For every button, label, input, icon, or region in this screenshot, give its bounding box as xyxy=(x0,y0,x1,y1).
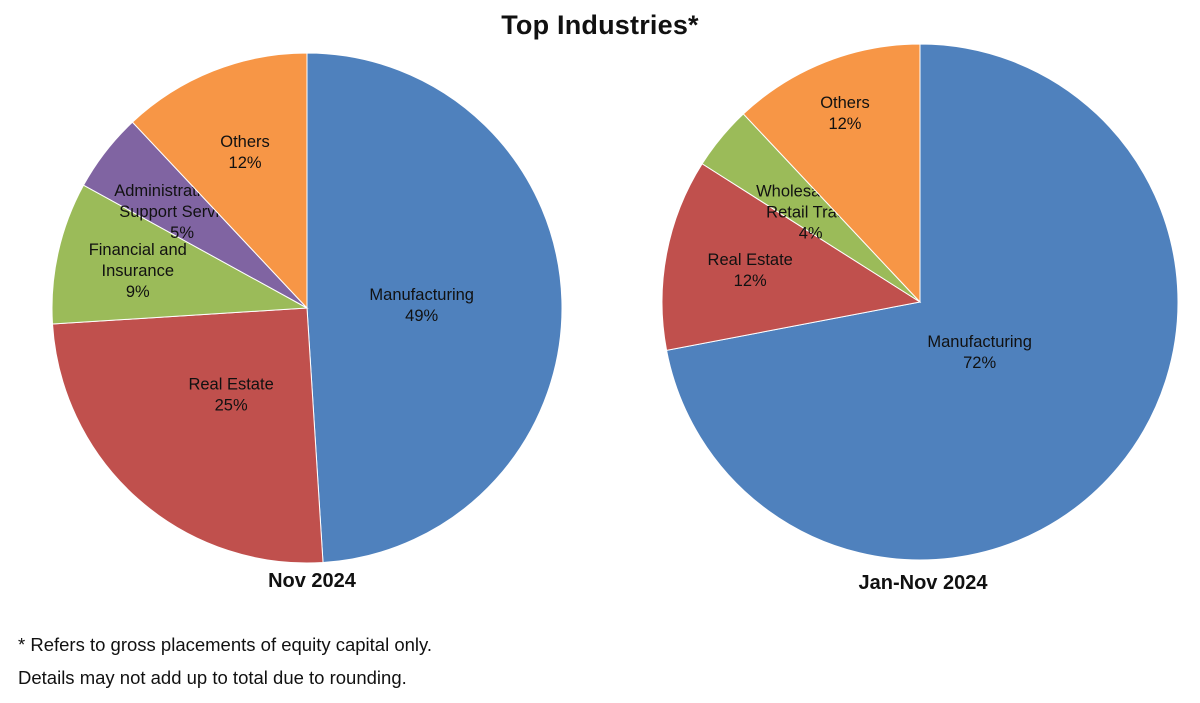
slice-label-manufacturing: Manufacturing 49% xyxy=(369,286,474,325)
footnote-equity: * Refers to gross placements of equity c… xyxy=(18,634,433,655)
pie-slice-manufacturing xyxy=(665,43,1179,561)
slice-label-real-estate: Real Estate 25% xyxy=(188,376,273,415)
pie-slice-manufacturing xyxy=(306,52,563,564)
chart-title: Top Industries* xyxy=(501,10,699,40)
slice-label-real-estate: Real Estate 12% xyxy=(708,251,793,290)
pie-caption-nov-2024: Nov 2024 xyxy=(268,570,357,592)
slice-label-manufacturing: Manufacturing 72% xyxy=(927,333,1032,372)
slice-label-financial-and-insurance: Financial and Insurance 9% xyxy=(89,241,187,301)
pie-slice-real-estate xyxy=(51,307,324,564)
slice-label-others: Others 12% xyxy=(820,94,870,133)
pie-slice-others xyxy=(131,52,308,310)
pie-chart-jan-nov-2024: Manufacturing 72%Real Estate 12%Wholesale … xyxy=(661,43,1179,594)
pie-caption-jan-nov-2024: Jan-Nov 2024 xyxy=(859,572,989,594)
slice-label-others: Others 12% xyxy=(220,133,270,172)
pie-slice-real-estate xyxy=(661,163,922,351)
pie-chart-nov-2024: Manufacturing 49% Real Estate 25% Financial … xyxy=(51,52,563,592)
footnote-rounding: Details may not add up to total due to r… xyxy=(18,667,407,688)
pie-slice-others xyxy=(742,43,921,304)
pie-slice-financial-and-insurance xyxy=(51,184,309,325)
